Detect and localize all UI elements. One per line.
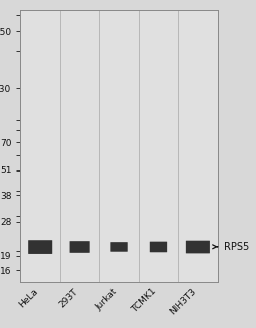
FancyBboxPatch shape [150, 242, 167, 252]
FancyBboxPatch shape [70, 241, 90, 253]
FancyBboxPatch shape [28, 240, 52, 254]
FancyBboxPatch shape [186, 241, 210, 254]
Text: RPS5: RPS5 [213, 242, 249, 252]
FancyBboxPatch shape [110, 242, 128, 252]
